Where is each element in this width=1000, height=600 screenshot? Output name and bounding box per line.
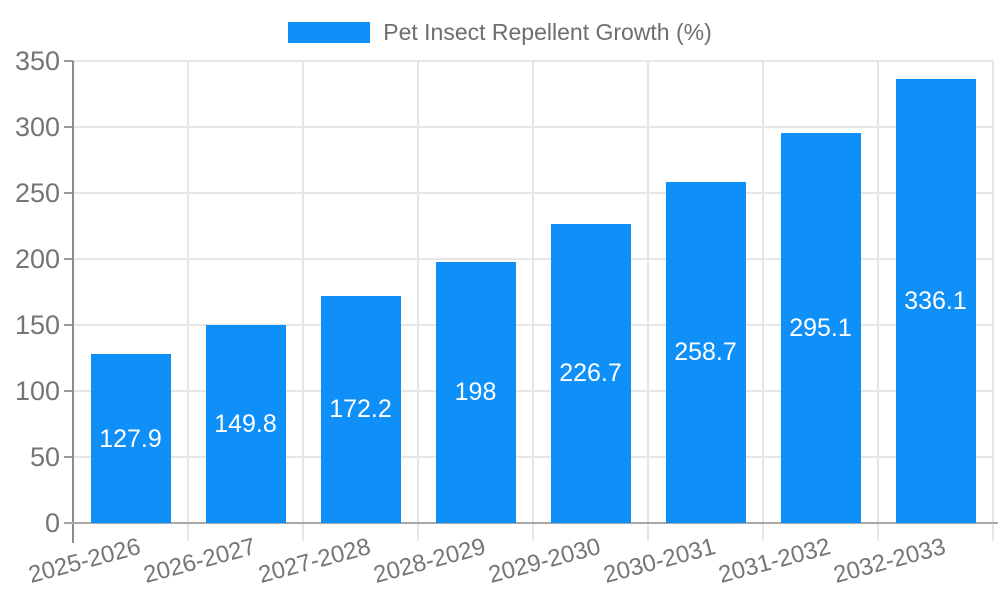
x-axis-tick-label: 2025-2026 <box>25 533 144 589</box>
x-axis-tick-label: 2029-2030 <box>485 533 604 589</box>
bar-value-label: 127.9 <box>99 424 162 453</box>
legend[interactable]: Pet Insect Repellent Growth (%) <box>0 21 1000 44</box>
y-axis-tick-label: 250 <box>14 178 60 208</box>
bar: 258.7 <box>665 181 746 523</box>
y-tick <box>64 60 73 62</box>
y-tick <box>64 456 73 458</box>
y-axis-tick-label: 100 <box>14 376 60 406</box>
gridline-v <box>877 61 879 541</box>
y-tick <box>64 192 73 194</box>
bar-value-label: 258.7 <box>674 338 737 367</box>
gridline-v <box>992 61 994 541</box>
bar: 295.1 <box>780 133 861 523</box>
bar: 172.2 <box>320 295 401 523</box>
y-tick <box>64 258 73 260</box>
gridline-v <box>532 61 534 541</box>
gridline-v <box>762 61 764 541</box>
bar: 127.9 <box>90 354 171 523</box>
x-axis-tick-label: 2028-2029 <box>370 533 489 589</box>
bar-value-label: 172.2 <box>329 395 392 424</box>
bar-value-label: 198 <box>454 378 497 407</box>
legend-label: Pet Insect Repellent Growth (%) <box>383 19 712 45</box>
y-axis-tick-label: 200 <box>14 244 60 274</box>
x-axis-line <box>65 522 998 524</box>
gridline-v <box>302 61 304 541</box>
x-axis-tick-label: 2032-2033 <box>830 533 949 589</box>
bar: 336.1 <box>895 79 976 523</box>
y-axis-tick-label: 350 <box>14 46 60 76</box>
y-axis-tick-label: 0 <box>44 508 60 538</box>
bar: 198 <box>435 261 516 523</box>
y-tick <box>64 390 73 392</box>
y-axis-tick-label: 300 <box>14 112 60 142</box>
y-tick <box>64 126 73 128</box>
x-axis-tick-label: 2027-2028 <box>255 533 374 589</box>
gridline-v <box>187 61 189 541</box>
bar: 149.8 <box>205 325 286 523</box>
y-axis-tick-label: 150 <box>14 310 60 340</box>
y-axis-tick-label: 50 <box>29 442 60 472</box>
x-axis-tick-label: 2030-2031 <box>600 533 719 589</box>
bar-value-label: 336.1 <box>904 287 967 316</box>
y-axis-line <box>72 61 74 543</box>
gridline-v <box>417 61 419 541</box>
x-axis-tick-label: 2026-2027 <box>140 533 259 589</box>
legend-swatch <box>288 22 371 43</box>
x-axis-tick-label: 2031-2032 <box>715 533 834 589</box>
bar-value-label: 149.8 <box>214 410 277 439</box>
bar-value-label: 295.1 <box>789 314 852 343</box>
bar-value-label: 226.7 <box>559 359 622 388</box>
gridline-v <box>647 61 649 541</box>
y-tick <box>64 324 73 326</box>
bar: 226.7 <box>550 223 631 523</box>
